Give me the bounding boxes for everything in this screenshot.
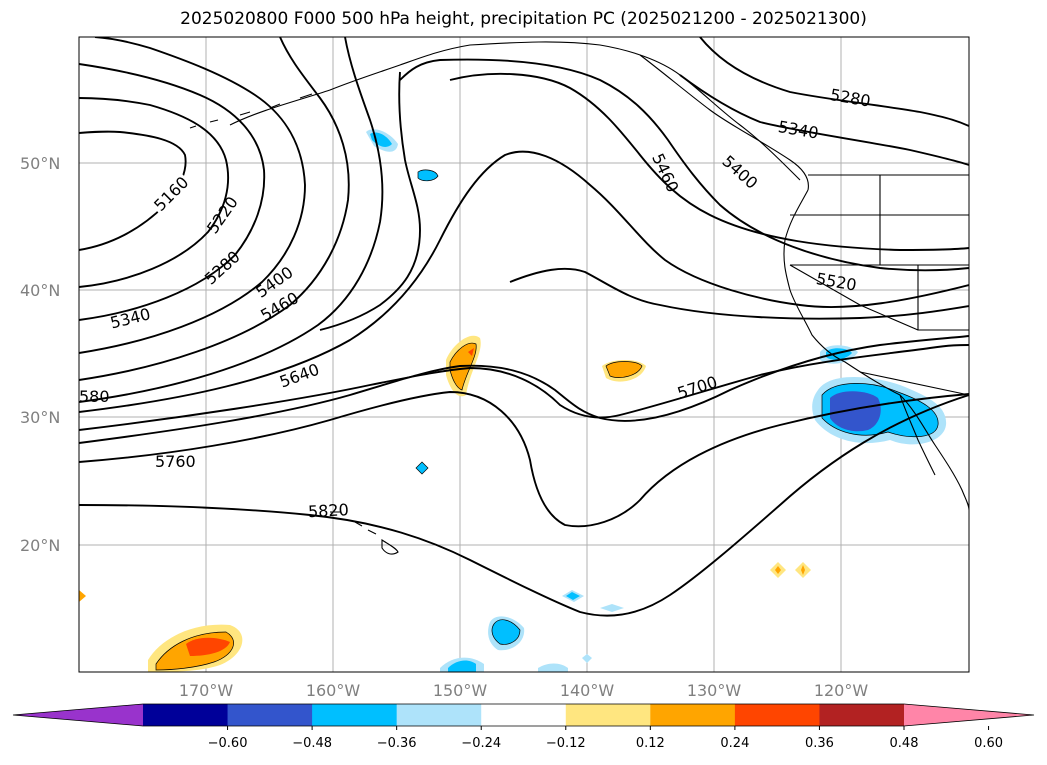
lat-label-40n: 40°N <box>20 281 60 300</box>
colorbar-tick-label: −0.12 <box>546 736 586 751</box>
contour-north-b <box>449 72 969 251</box>
height-contours <box>79 37 969 617</box>
contour-label-580: 580 <box>79 387 110 406</box>
coast-alaska <box>229 41 801 181</box>
lon-label-140w: 140°W <box>560 681 615 700</box>
contour-5760 <box>79 394 969 617</box>
colorbar: −0.60 −0.48 −0.36 −0.24 −0.12 0.12 0.24 0.36 0.4… <box>12 703 1035 751</box>
colorbar-bin <box>227 704 313 726</box>
precip-left-edge <box>79 590 86 602</box>
contour-5640 <box>79 335 969 444</box>
contour-5280-east <box>699 37 969 127</box>
precip-south-5 <box>538 663 568 672</box>
contour-5160 <box>79 130 187 251</box>
colorbar-bin <box>650 704 736 726</box>
precip-south-6 <box>582 654 592 663</box>
precip-south-3b <box>492 619 520 645</box>
state-lines <box>789 175 969 331</box>
colorbar-tick-label: −0.60 <box>208 736 248 751</box>
contour-5700 <box>79 391 969 528</box>
colorbar-bin <box>312 704 398 726</box>
colorbar-tick-label: 0.24 <box>720 736 749 751</box>
colorbar-tick-label: −0.24 <box>461 736 501 751</box>
coast-uswest <box>783 189 969 511</box>
latitude-axis: 50°N 40°N 30°N 20°N <box>20 154 60 555</box>
contour-5340 <box>79 37 306 354</box>
contour-5400 <box>79 37 350 381</box>
coast-aleutians <box>189 93 313 129</box>
colorbar-tick-label: −0.48 <box>292 736 332 751</box>
lon-label-120w: 120°W <box>814 681 869 700</box>
precip-north-2 <box>418 169 438 181</box>
colorbar-extend-max <box>904 704 1034 726</box>
map-title: 2025020800 F000 500 hPa height, precipit… <box>180 9 867 29</box>
colorbar-tick-label: 0.60 <box>974 736 1003 751</box>
plot-border <box>78 36 970 673</box>
colorbar-bin <box>565 704 651 726</box>
colorbar-tick-label: −0.36 <box>377 736 417 751</box>
precip-south-4b <box>448 660 476 672</box>
colorbar-bin <box>396 704 482 726</box>
colorbar-tick-label: 0.12 <box>636 736 665 751</box>
colorbar-tick-label: 0.36 <box>805 736 834 751</box>
coast-bc <box>639 54 809 191</box>
contour-5400-north <box>319 71 421 331</box>
lon-label-160w: 160°W <box>306 681 361 700</box>
lat-label-50n: 50°N <box>20 154 60 173</box>
coast-baja <box>899 394 936 476</box>
lat-label-20n: 20°N <box>20 536 60 555</box>
lat-label-30n: 30°N <box>20 408 60 427</box>
precip-diamond-1b <box>775 566 781 574</box>
precip-south-2 <box>600 604 624 612</box>
precip-138w-mid <box>606 361 642 378</box>
contour-label-5820: 5820 <box>308 500 350 521</box>
colorbar-outline <box>12 703 1035 727</box>
contour-5280 <box>79 63 266 321</box>
precip-150w-dark <box>468 348 474 356</box>
contour-5460-loop <box>79 150 969 413</box>
coastlines <box>189 41 969 555</box>
lon-label-130w: 130°W <box>687 681 742 700</box>
lon-label-170w: 170°W <box>179 681 234 700</box>
contour-north-a <box>399 58 969 272</box>
contour-5580 <box>79 344 969 431</box>
coast-islands-hawaii <box>330 511 399 555</box>
colorbar-bin <box>481 704 567 726</box>
border-us-mex <box>859 371 969 396</box>
colorbar-bin <box>819 704 905 726</box>
contour-5220 <box>79 97 230 288</box>
precip-sw-dark <box>186 637 230 656</box>
contour-5460-west <box>79 37 384 403</box>
precip-california-dark <box>830 391 881 432</box>
contour-5340-east <box>679 74 969 166</box>
lon-label-150w: 150°W <box>433 681 488 700</box>
precip-diamond-2b <box>801 565 805 575</box>
colorbar-extend-min <box>13 704 143 726</box>
precip-south-1b <box>566 592 580 600</box>
colorbar-bin <box>734 704 820 726</box>
colorbar-bin <box>143 704 229 726</box>
contour-5520 <box>509 267 969 320</box>
longitude-axis: 170°W 160°W 150°W 140°W 130°W 120°W <box>179 681 869 700</box>
contour-label-5760: 5760 <box>155 452 196 471</box>
colorbar-tick-label: 0.48 <box>890 736 919 751</box>
